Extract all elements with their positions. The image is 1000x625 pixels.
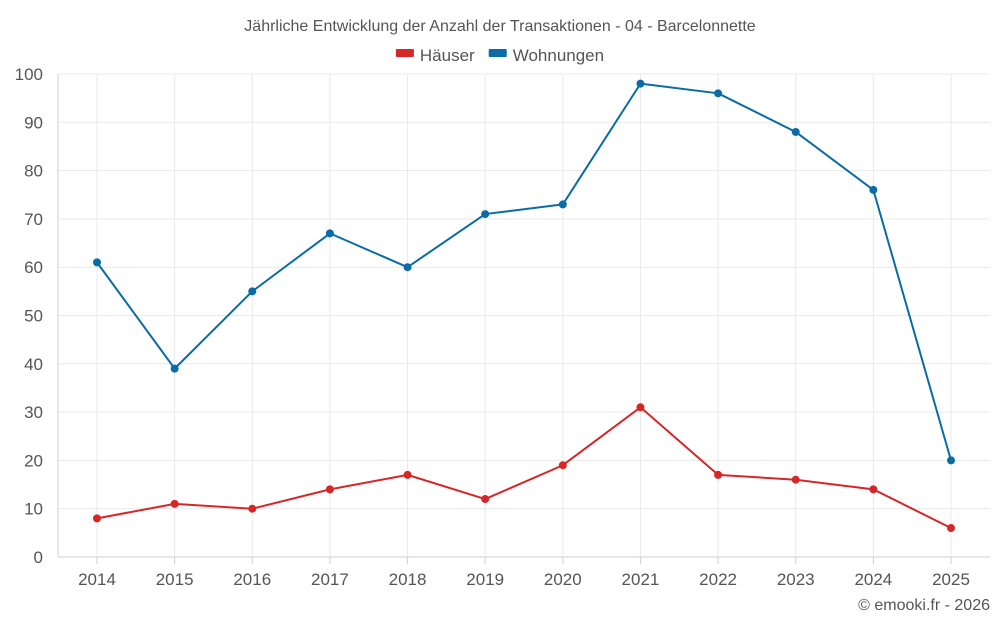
data-point-wohnungen[interactable] (947, 456, 955, 465)
chart-title: Jährliche Entwicklung der Anzahl der Tra… (244, 18, 756, 35)
y-tick-label: 30 (24, 403, 43, 422)
y-tick-label: 10 (24, 500, 43, 519)
x-tick-label: 2020 (544, 570, 582, 589)
credit-text: © emooki.fr - 2026 (858, 597, 990, 614)
legend: Häuser Wohnungen (395, 46, 604, 65)
data-point-h-user[interactable] (403, 470, 412, 479)
y-tick-label: 60 (24, 258, 43, 277)
data-point-wohnungen[interactable] (636, 79, 645, 88)
data-point-h-user[interactable] (325, 485, 334, 494)
x-tick-label: 2014 (78, 570, 116, 589)
x-tick-label: 2021 (622, 570, 660, 589)
data-point-h-user[interactable] (636, 403, 645, 412)
y-tick-label: 100 (15, 65, 43, 84)
x-tick-label: 2018 (389, 570, 427, 589)
series-layer (93, 79, 955, 533)
series-line-h-user (96, 406, 952, 529)
data-point-h-user[interactable] (791, 475, 800, 484)
y-tick-label: 50 (24, 307, 43, 326)
data-point-h-user[interactable] (170, 499, 179, 508)
data-point-h-user[interactable] (93, 514, 101, 523)
data-point-wohnungen[interactable] (481, 210, 490, 219)
grid-layer (58, 73, 990, 558)
data-point-wohnungen[interactable] (170, 364, 179, 373)
data-point-wohnungen[interactable] (93, 258, 101, 267)
legend-swatch-wohnungen (488, 49, 507, 57)
x-tick-label: 2015 (156, 570, 194, 589)
x-tick-label: 2019 (466, 570, 504, 589)
legend-item-wohnungen[interactable]: Wohnungen (488, 46, 604, 65)
data-point-wohnungen[interactable] (714, 89, 723, 98)
x-tick-label: 2022 (699, 570, 737, 589)
legend-swatch-h-user (395, 49, 414, 57)
data-point-wohnungen[interactable] (869, 185, 878, 194)
y-tick-label: 90 (24, 113, 43, 132)
y-tick-label: 40 (24, 355, 43, 374)
data-point-h-user[interactable] (869, 485, 878, 494)
data-point-wohnungen[interactable] (325, 229, 334, 238)
y-tick-label: 0 (34, 548, 43, 567)
data-point-h-user[interactable] (714, 470, 723, 479)
x-tick-label: 2016 (233, 570, 271, 589)
data-point-wohnungen[interactable] (558, 200, 567, 209)
legend-label-wohnungen: Wohnungen (513, 46, 604, 65)
data-point-h-user[interactable] (248, 504, 257, 513)
data-point-wohnungen[interactable] (791, 127, 800, 136)
x-tick-label: 2025 (932, 570, 970, 589)
x-tick-label: 2017 (311, 570, 349, 589)
x-tick-label: 2023 (777, 570, 815, 589)
y-tick-label: 70 (24, 210, 43, 229)
data-point-h-user[interactable] (947, 524, 955, 533)
x-tick-label: 2024 (854, 570, 892, 589)
y-tick-label: 80 (24, 162, 43, 181)
data-point-h-user[interactable] (481, 495, 490, 504)
y-tick-label: 20 (24, 451, 43, 470)
data-point-wohnungen[interactable] (403, 263, 412, 272)
series-line-wohnungen (96, 82, 952, 461)
axis-layer: 0 10 20 30 40 50 60 70 80 90 100 2014 2015 2016 2017 20… (15, 65, 970, 589)
data-point-h-user[interactable] (558, 461, 567, 470)
legend-item-h-user[interactable]: Häuser (395, 46, 475, 65)
data-point-wohnungen[interactable] (248, 287, 257, 296)
legend-label-h-user: Häuser (420, 46, 475, 65)
